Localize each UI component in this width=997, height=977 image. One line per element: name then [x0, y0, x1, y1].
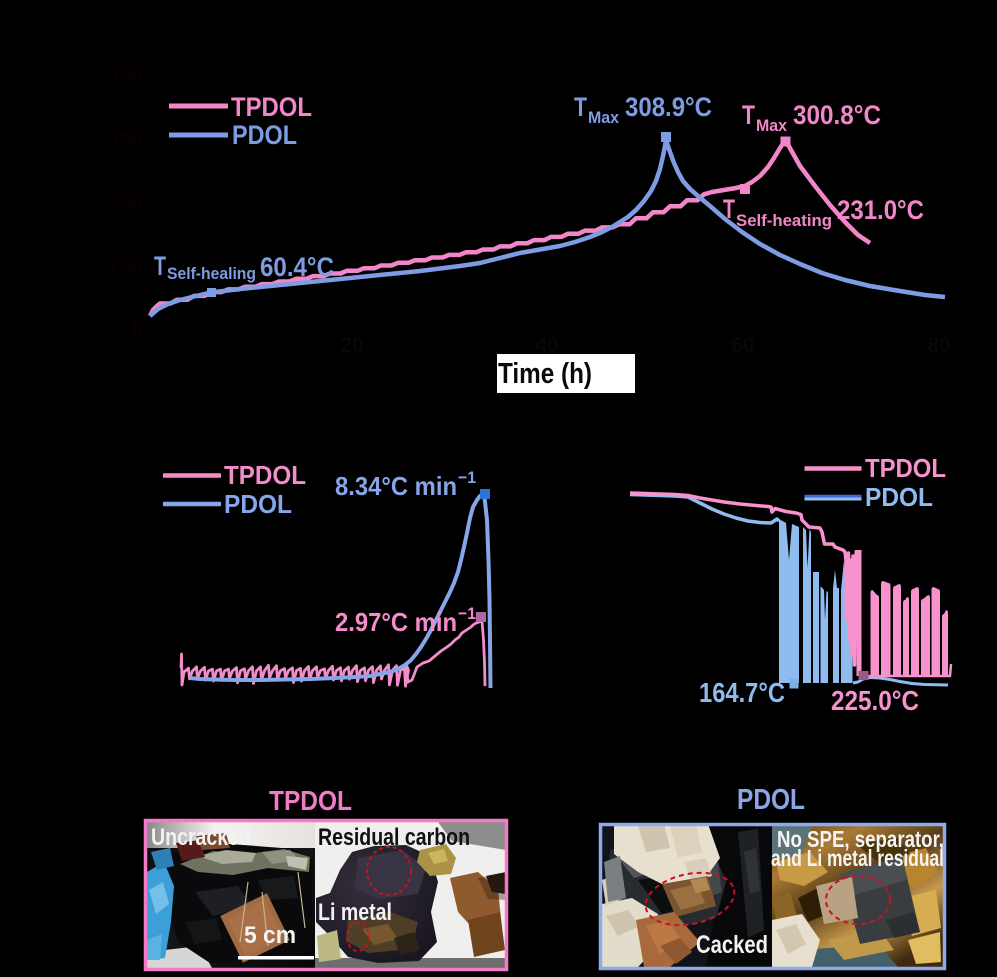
svg-text:PDOL: PDOL — [232, 120, 297, 150]
svg-text:225.0°C: 225.0°C — [831, 685, 919, 716]
svg-text:T: T — [574, 92, 587, 122]
svg-text:300: 300 — [108, 129, 143, 152]
svg-text:Max: Max — [588, 108, 620, 127]
svg-text:8.34°C min: 8.34°C min — [335, 471, 457, 501]
svg-text:Cacked: Cacked — [696, 931, 768, 959]
svg-text:PDOL: PDOL — [737, 784, 805, 816]
svg-text:308.9°C: 308.9°C — [625, 92, 712, 122]
svg-text:Time (h): Time (h) — [498, 358, 592, 390]
svg-text:No SPE, separator,: No SPE, separator, — [777, 826, 944, 852]
svg-text:100: 100 — [108, 255, 143, 278]
svg-text:0: 0 — [131, 318, 143, 341]
svg-text:Uncracked: Uncracked — [151, 824, 251, 851]
svg-text:20: 20 — [340, 334, 363, 357]
svg-text:T: T — [723, 194, 735, 224]
svg-text:Self-healing: Self-healing — [167, 264, 256, 283]
svg-text:60: 60 — [731, 334, 754, 357]
svg-text:80: 80 — [927, 334, 950, 357]
svg-text:231.0°C: 231.0°C — [837, 195, 924, 225]
svg-text:−1: −1 — [458, 468, 476, 487]
svg-text:T: T — [154, 251, 166, 281]
svg-text:Residual carbon: Residual carbon — [318, 824, 470, 851]
svg-text:40: 40 — [535, 334, 558, 357]
svg-text:−1: −1 — [458, 604, 476, 623]
svg-text:400: 400 — [108, 66, 143, 89]
svg-text:TPDOL: TPDOL — [865, 453, 946, 483]
svg-text:and Li metal residual: and Li metal residual — [771, 845, 944, 871]
svg-text:PDOL: PDOL — [224, 489, 292, 519]
svg-text:TPDOL: TPDOL — [231, 92, 312, 122]
svg-text:5 cm: 5 cm — [244, 922, 296, 949]
svg-text:164.7°C: 164.7°C — [699, 677, 785, 708]
svg-text:2.97°C min: 2.97°C min — [335, 607, 457, 637]
svg-text:T: T — [742, 100, 755, 130]
svg-text:TPDOL: TPDOL — [224, 460, 306, 490]
svg-text:PDOL: PDOL — [865, 482, 933, 512]
svg-text:300.8°C: 300.8°C — [793, 100, 881, 130]
svg-text:60.4°C: 60.4°C — [260, 252, 334, 282]
svg-text:Li metal: Li metal — [318, 899, 392, 926]
svg-text:Max: Max — [756, 116, 788, 135]
svg-text:200: 200 — [108, 192, 143, 215]
svg-text:TPDOL: TPDOL — [269, 785, 352, 816]
svg-text:Self-heating: Self-heating — [736, 211, 832, 230]
